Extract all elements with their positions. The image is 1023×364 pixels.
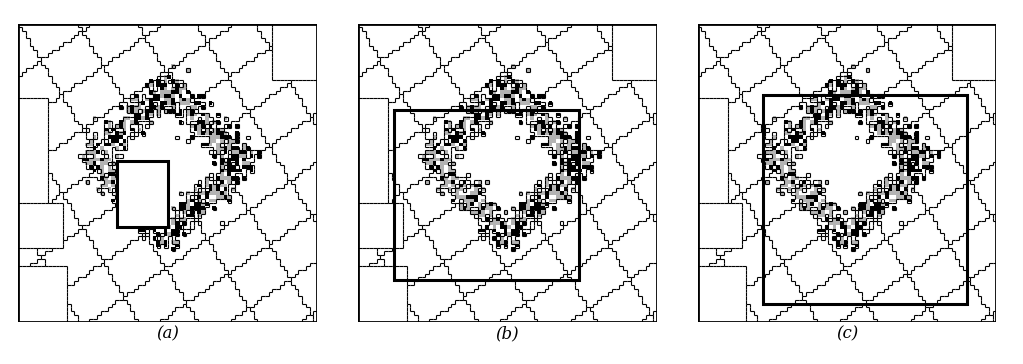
Bar — [394, 110, 579, 280]
Text: (c): (c) — [836, 325, 858, 342]
Bar — [763, 95, 967, 304]
Text: (a): (a) — [157, 325, 179, 342]
Text: (b): (b) — [495, 325, 520, 342]
Bar — [117, 161, 168, 227]
